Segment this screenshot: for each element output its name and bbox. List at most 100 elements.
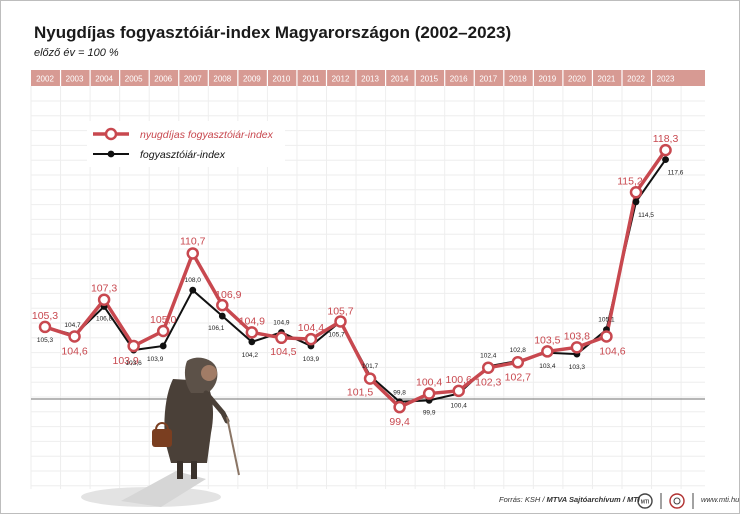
- data-point-pensioner: [422, 387, 436, 400]
- x-tick-label: 2018: [509, 75, 527, 84]
- data-label-pensioner: 100,4: [416, 377, 442, 389]
- data-point-pensioner: [245, 326, 259, 339]
- x-tick-label: 2016: [450, 75, 468, 84]
- data-label-pensioner: 104,6: [599, 345, 625, 357]
- data-point-cpi: [218, 312, 226, 320]
- data-point-pensioner: [97, 293, 111, 306]
- x-tick-label: 2020: [568, 75, 586, 84]
- data-point-pensioner: [38, 320, 52, 334]
- data-label-cpi: 104,7: [64, 322, 81, 329]
- data-label-pensioner: 105,3: [32, 310, 58, 322]
- data-point-pensioner: [304, 332, 318, 346]
- legend: nyugdíjas fogyasztóiár-index fogyasztóiár…: [87, 121, 285, 167]
- x-tick-label: 2017: [479, 75, 497, 84]
- chart-title: Nyugdíjas fogyasztóiár-index Magyarorszá…: [34, 23, 512, 42]
- data-label-cpi: 104,2: [242, 352, 259, 359]
- data-label-cpi: 105,7: [328, 331, 345, 338]
- data-label-cpi: 102,4: [480, 352, 497, 359]
- data-label-pensioner: 106,9: [215, 289, 241, 301]
- legend-box: [87, 121, 285, 167]
- data-label-cpi: 108,0: [185, 277, 202, 284]
- data-point-pensioner: [659, 143, 672, 157]
- data-point-pensioner: [334, 315, 347, 328]
- data-label-cpi: 117,6: [668, 170, 684, 177]
- data-point-cpi: [159, 342, 167, 350]
- x-tick-label: 2007: [184, 75, 202, 84]
- data-point-pensioner: [68, 330, 81, 343]
- x-tick-label: 2003: [66, 75, 84, 84]
- chart-subtitle: előző év = 100 %: [34, 47, 119, 59]
- data-label-cpi: 103,6: [126, 360, 143, 367]
- x-tick-label: 2006: [154, 75, 172, 84]
- x-tick-label: 2012: [332, 75, 350, 84]
- data-label-pensioner: 99,4: [389, 416, 410, 428]
- data-point-pensioner: [629, 186, 643, 199]
- x-tick-label: 2009: [243, 75, 261, 84]
- x-tick-label: 2010: [273, 75, 291, 84]
- data-point-cpi: [248, 338, 256, 346]
- data-point-pensioner: [541, 345, 554, 358]
- data-label-pensioner: 101,5: [347, 387, 373, 399]
- data-point-pensioner: [511, 356, 525, 369]
- data-label-cpi: 99,8: [393, 390, 406, 397]
- data-label-cpi: 101,7: [362, 363, 379, 370]
- data-label-pensioner: 102,7: [505, 371, 531, 383]
- data-point-pensioner: [600, 330, 613, 343]
- legend-marker-pensioner: [104, 127, 118, 141]
- data-label-pensioner: 107,3: [91, 283, 117, 295]
- x-tick-label: 2005: [125, 75, 143, 84]
- source-footer: Forrás: KSH / MTVA Sajtóarchívum / MTI: [499, 495, 640, 504]
- data-label-cpi: 103,9: [147, 356, 164, 363]
- data-label-cpi: 106,8: [96, 316, 113, 323]
- legend-label-pensioner: nyugdíjas fogyasztóiár-index: [140, 129, 274, 141]
- data-point-pensioner: [452, 384, 465, 398]
- svg-text:MTI: MTI: [641, 500, 650, 506]
- data-label-pensioner: 104,5: [270, 346, 296, 358]
- data-label-pensioner: 115,2: [617, 175, 643, 187]
- data-label-cpi: 105,3: [37, 337, 54, 344]
- data-point-pensioner: [127, 339, 140, 353]
- series-line-pensioner: [44, 149, 667, 410]
- x-tick-label: 2014: [391, 75, 409, 84]
- data-label-cpi: 103,9: [303, 356, 320, 363]
- x-tick-label: 2004: [95, 75, 113, 84]
- x-tick-label: 2019: [538, 75, 556, 84]
- source-org: MTVA Sajtóarchívum / MTI: [546, 495, 640, 504]
- elderly-woman-illustration: [81, 357, 240, 507]
- data-label-pensioner: 102,3: [475, 377, 501, 389]
- x-tick-label: 2013: [361, 75, 379, 84]
- x-tick-label: 2021: [598, 75, 616, 84]
- data-label-cpi: 114,5: [638, 212, 654, 219]
- x-tick-label: 2023: [657, 75, 675, 84]
- data-point-pensioner: [275, 331, 288, 345]
- x-tick-label: 2002: [36, 75, 54, 84]
- mti-logo: MTI: [637, 493, 694, 509]
- legend-marker-cpi: [107, 150, 115, 158]
- website-label: www.mti.hu: [701, 495, 740, 504]
- data-label-pensioner: 118,3: [653, 133, 679, 145]
- data-label-cpi: 100,4: [451, 403, 468, 410]
- data-point-pensioner: [482, 361, 495, 374]
- x-tick-label: 2022: [627, 75, 645, 84]
- data-label-pensioner: 100,6: [446, 374, 472, 386]
- data-label-pensioner: 104,9: [239, 315, 265, 327]
- data-label-cpi: 105,1: [598, 317, 615, 324]
- data-label-pensioner: 105,7: [327, 305, 353, 317]
- data-point-cpi: [189, 286, 197, 294]
- x-tick-label: 2015: [420, 75, 438, 84]
- data-label-pensioner: 104,6: [61, 345, 87, 357]
- data-point-pensioner: [216, 298, 229, 312]
- data-label-cpi: 99,9: [423, 409, 436, 416]
- source-text: Forrás: KSH /: [499, 495, 547, 504]
- data-label-pensioner: 104,4: [298, 322, 324, 334]
- data-label-cpi: 103,3: [569, 364, 586, 371]
- data-label-pensioner: 103,5: [534, 334, 560, 346]
- data-label-pensioner: 105,0: [150, 314, 176, 326]
- x-tick-label: 2011: [302, 75, 320, 84]
- data-point-pensioner: [156, 324, 170, 338]
- data-point-cpi: [662, 156, 669, 164]
- data-label-cpi: 103,4: [539, 363, 556, 370]
- data-point-cpi: [632, 198, 640, 206]
